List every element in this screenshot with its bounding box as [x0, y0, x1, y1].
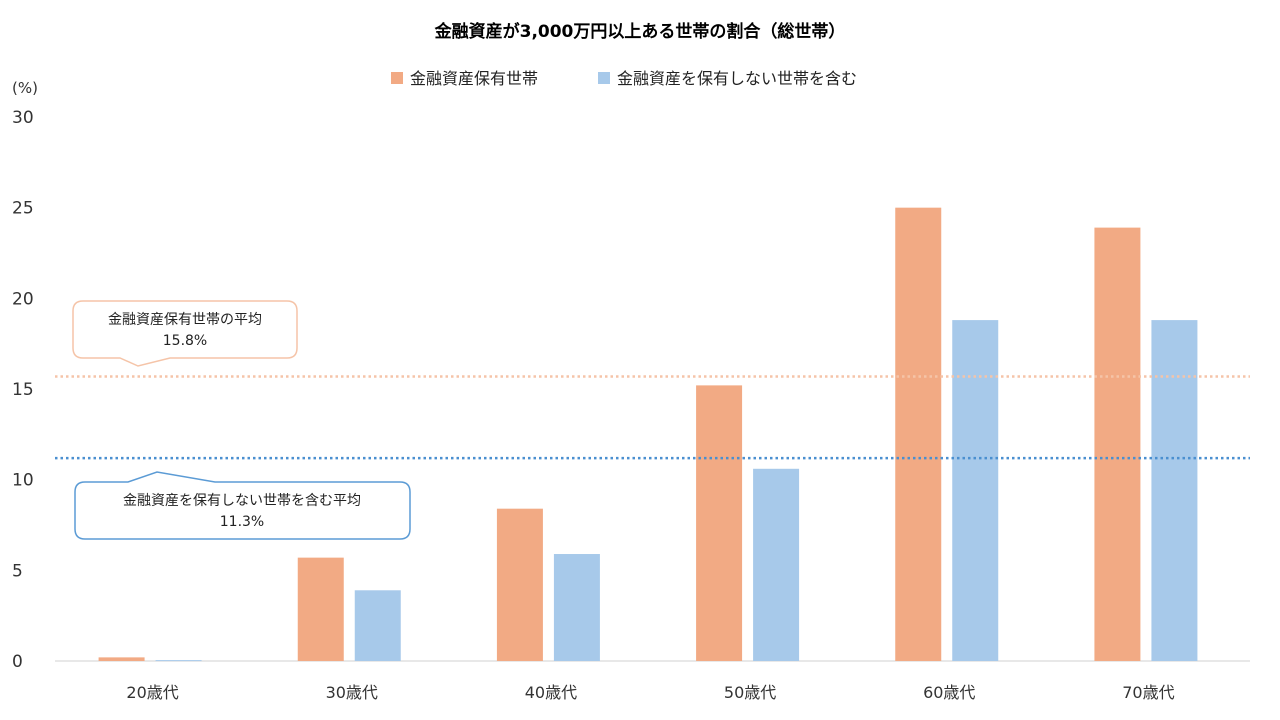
- y-tick-label: 15: [12, 380, 34, 400]
- callout-label: 金融資産を保有しない世帯を含む平均: [123, 493, 361, 509]
- legend: 金融資産保有世帯 金融資産を保有しない世帯を含む: [391, 69, 857, 88]
- callout-value: 11.3%: [220, 514, 264, 530]
- bar: [696, 385, 743, 661]
- x-tick-label: 60歳代: [923, 683, 975, 702]
- legend-swatch: [598, 72, 610, 84]
- callout-value: 15.8%: [163, 333, 207, 349]
- y-tick-label: 30: [12, 108, 34, 128]
- bar: [753, 468, 800, 661]
- y-tick-label: 0: [12, 652, 23, 672]
- x-tick-label: 30歳代: [326, 683, 378, 702]
- bar: [496, 508, 543, 661]
- x-tick-label: 70歳代: [1122, 683, 1174, 702]
- x-tick-label: 40歳代: [525, 683, 577, 702]
- y-axis: 0 5 10 15 20 25 30: [12, 108, 34, 672]
- callout-label: 金融資産保有世帯の平均: [108, 312, 262, 328]
- y-axis-label: (%): [12, 79, 38, 97]
- reference-lines: 金融資産保有世帯の平均 15.8% 金融資産を保有しない世帯を含む平均 11.3%: [55, 300, 1250, 540]
- average-callout: [72, 300, 298, 367]
- legend-swatch: [391, 72, 403, 84]
- bar: [98, 657, 145, 661]
- bar: [155, 660, 202, 662]
- chart-title: 金融資産が3,000万円以上ある世帯の割合（総世帯）: [434, 21, 846, 42]
- y-tick-label: 20: [12, 289, 34, 309]
- x-tick-label: 50歳代: [724, 683, 776, 702]
- bar: [354, 590, 401, 661]
- average-callout: [74, 471, 411, 540]
- bar: [297, 557, 344, 661]
- bar: [1151, 320, 1198, 661]
- y-tick-label: 25: [12, 199, 34, 219]
- bar: [895, 207, 942, 661]
- bar: [553, 554, 600, 661]
- legend-label: 金融資産保有世帯: [410, 69, 538, 88]
- y-tick-label: 10: [12, 471, 34, 491]
- legend-label: 金融資産を保有しない世帯を含む: [617, 69, 857, 88]
- x-axis: 20歳代 30歳代 40歳代 50歳代 60歳代 70歳代: [126, 683, 1174, 702]
- bars: [98, 207, 1198, 662]
- x-tick-label: 20歳代: [126, 683, 178, 702]
- y-tick-label: 5: [12, 561, 23, 581]
- bar: [1094, 227, 1141, 661]
- bar: [952, 320, 999, 661]
